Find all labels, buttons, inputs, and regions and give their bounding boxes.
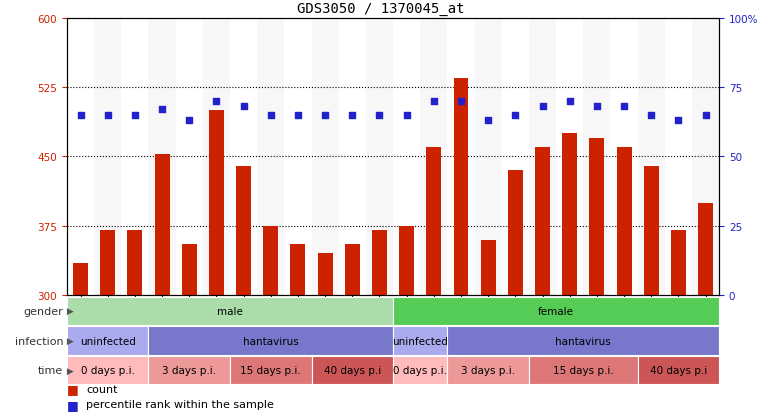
Bar [257,19,285,295]
Bar [671,231,686,295]
Text: 15 days p.i.: 15 days p.i. [240,366,301,375]
Point [102,112,114,119]
Text: 15 days p.i.: 15 days p.i. [553,366,613,375]
Text: percentile rank within the sample: percentile rank within the sample [86,399,274,409]
Text: ▶: ▶ [64,366,74,375]
Text: 40 days p.i: 40 days p.i [323,366,381,375]
Bar [589,138,604,295]
Bar [339,19,366,295]
Bar [230,19,257,295]
Point [156,107,168,113]
Bar [610,19,638,295]
Text: 0 days p.i.: 0 days p.i. [393,366,447,375]
Bar [345,244,360,295]
Text: uninfected: uninfected [80,336,135,346]
Text: count: count [86,384,117,394]
Point [265,112,277,119]
Bar [562,134,577,295]
Bar [285,19,311,295]
Point [346,112,358,119]
Point [183,118,196,124]
Bar [127,231,142,295]
Bar [176,19,203,295]
Text: gender: gender [24,306,63,316]
Bar [535,148,550,295]
Bar [203,19,230,295]
Text: time: time [38,366,63,375]
Point [210,98,222,105]
Bar [616,148,632,295]
Text: 3 days p.i.: 3 days p.i. [162,366,216,375]
Point [645,112,658,119]
Bar [400,226,414,295]
Bar [121,19,148,295]
Point [455,98,467,105]
Bar [263,226,279,295]
Bar [154,155,170,295]
Point [672,118,684,124]
Bar [420,19,447,295]
Point [537,104,549,110]
Text: hantavirus: hantavirus [556,336,611,346]
Bar [94,19,121,295]
Text: male: male [217,306,243,316]
Text: female: female [538,306,574,316]
Bar [236,166,251,295]
Bar [148,19,176,295]
Bar [529,19,556,295]
Point [591,104,603,110]
Bar [291,244,305,295]
Point [428,98,440,105]
Bar [583,19,610,295]
Bar [182,244,197,295]
Point [292,112,304,119]
Bar [665,19,692,295]
Point [400,112,412,119]
Bar [556,19,583,295]
Bar [475,19,501,295]
Text: ■: ■ [67,398,78,411]
Bar [426,148,441,295]
Point [75,112,87,119]
Text: 40 days p.i: 40 days p.i [650,366,707,375]
Bar [644,166,659,295]
Bar [393,19,420,295]
Text: 0 days p.i.: 0 days p.i. [81,366,135,375]
Point [618,104,630,110]
Text: ▶: ▶ [64,336,74,345]
Bar [638,19,665,295]
Bar [209,111,224,295]
Bar [100,231,115,295]
Text: GDS3050 / 1370045_at: GDS3050 / 1370045_at [297,2,464,16]
Text: ■: ■ [67,382,78,395]
Bar [317,254,333,295]
Bar [481,240,495,295]
Bar [501,19,529,295]
Text: infection: infection [14,336,63,346]
Point [129,112,141,119]
Text: 3 days p.i.: 3 days p.i. [461,366,515,375]
Bar [692,19,719,295]
Bar [508,171,523,295]
Point [482,118,494,124]
Point [699,112,712,119]
Bar [73,263,88,295]
Point [509,112,521,119]
Bar [454,78,469,295]
Point [319,112,331,119]
Bar [447,19,475,295]
Bar [311,19,339,295]
Point [237,104,250,110]
Text: hantavirus: hantavirus [243,336,298,346]
Text: ▶: ▶ [64,306,74,316]
Point [564,98,576,105]
Bar [698,203,713,295]
Bar [366,19,393,295]
Text: uninfected: uninfected [392,336,448,346]
Bar [372,231,387,295]
Point [374,112,386,119]
Bar [67,19,94,295]
